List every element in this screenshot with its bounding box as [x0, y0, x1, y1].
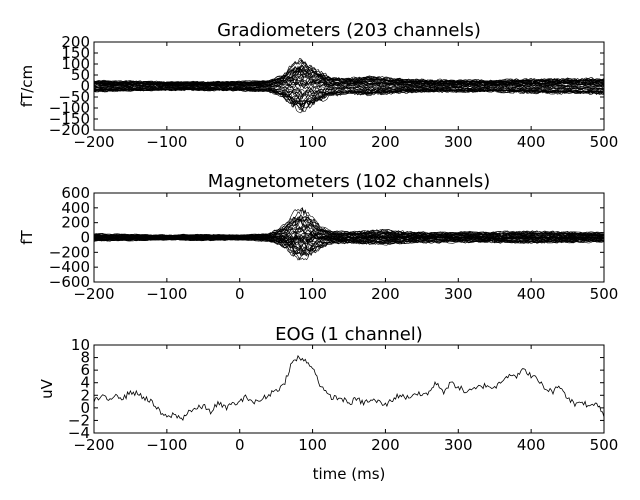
- x-tick-label: 200: [371, 436, 400, 454]
- series-line: [94, 88, 604, 105]
- x-tick-label: −200: [73, 436, 114, 454]
- series-line: [94, 64, 604, 85]
- y-tick-label: 100: [61, 55, 90, 73]
- series-line: [94, 58, 604, 84]
- y-tick-label: −600: [49, 273, 90, 291]
- x-tick-label: 100: [298, 133, 327, 151]
- x-axis-label: time (ms): [313, 465, 386, 483]
- y-tick-label: 0: [80, 77, 90, 95]
- x-tick-label: 0: [235, 133, 245, 151]
- chart-title: Magnetometers (102 channels): [208, 171, 491, 192]
- x-tick-label: 100: [298, 436, 327, 454]
- x-tick-label: 200: [371, 285, 400, 303]
- y-tick-label: −200: [49, 121, 90, 139]
- y-tick-label: 50: [71, 66, 90, 84]
- y-tick-label: 4: [80, 374, 90, 392]
- x-tick-label: 400: [517, 133, 546, 151]
- series-line: [94, 239, 604, 261]
- series-line: [94, 233, 604, 243]
- y-tick-label: −2: [68, 411, 90, 429]
- y-axis-label: fT/cm: [18, 65, 36, 107]
- y-tick-label: −100: [49, 99, 90, 117]
- y-tick-label: 2: [80, 386, 90, 404]
- y-tick-label: 0: [80, 229, 90, 247]
- x-tick-label: 500: [590, 285, 619, 303]
- x-tick-label: −200: [73, 133, 114, 151]
- x-tick-label: 500: [590, 436, 619, 454]
- y-tick-label: 600: [61, 184, 90, 202]
- series-line: [94, 78, 604, 87]
- x-tick-label: 400: [517, 285, 546, 303]
- series-line: [94, 209, 604, 236]
- series-line: [94, 70, 604, 85]
- y-tick-label: −4: [68, 424, 90, 442]
- series-line: [94, 354, 604, 421]
- y-axis-label: uV: [38, 378, 56, 399]
- x-tick-label: −100: [146, 436, 187, 454]
- x-tick-label: 300: [444, 436, 473, 454]
- x-tick-label: −100: [146, 133, 187, 151]
- x-tick-label: 400: [517, 436, 546, 454]
- x-tick-label: 0: [235, 436, 245, 454]
- y-axis-label: fT: [18, 229, 36, 244]
- y-tick-label: 150: [61, 44, 90, 62]
- trace-group: [94, 58, 604, 114]
- y-tick-label: 10: [71, 336, 90, 354]
- series-line: [94, 70, 604, 86]
- y-tick-label: −50: [58, 88, 90, 106]
- series-line: [94, 237, 604, 253]
- series-line: [94, 207, 604, 237]
- chart-title: EOG (1 channel): [275, 324, 423, 345]
- x-tick-label: −200: [73, 285, 114, 303]
- x-tick-label: 200: [371, 133, 400, 151]
- series-line: [94, 88, 604, 113]
- series-line: [94, 85, 604, 92]
- plot-frame: [93, 344, 605, 434]
- series-line: [94, 85, 604, 97]
- trace-group: [94, 354, 604, 421]
- y-tick-label: 6: [80, 361, 90, 379]
- trace-group: [94, 207, 604, 261]
- y-tick-label: 8: [80, 349, 90, 367]
- series-line: [94, 238, 604, 255]
- x-tick-label: 100: [298, 285, 327, 303]
- y-tick-label: 400: [61, 199, 90, 217]
- y-tick-label: −200: [49, 243, 90, 261]
- y-tick-label: −150: [49, 110, 90, 128]
- x-tick-label: 300: [444, 133, 473, 151]
- series-line: [94, 67, 604, 85]
- y-tick-label: 200: [61, 214, 90, 232]
- y-tick-label: 0: [80, 399, 90, 417]
- series-line: [94, 217, 604, 237]
- x-tick-label: 500: [590, 133, 619, 151]
- y-tick-label: 200: [61, 33, 90, 51]
- chart-panel-2: −200 −100 0 100 200 300 400 500−600−400−2000200…: [18, 171, 618, 303]
- chart-title: Gradiometers (203 channels): [217, 20, 481, 41]
- x-tick-label: 0: [235, 285, 245, 303]
- x-tick-label: −100: [146, 285, 187, 303]
- chart-panel-1: −200 −100 0 100 200 300 400 500−200−150−100−500…: [18, 20, 618, 151]
- y-tick-label: −400: [49, 258, 90, 276]
- x-tick-label: 300: [444, 285, 473, 303]
